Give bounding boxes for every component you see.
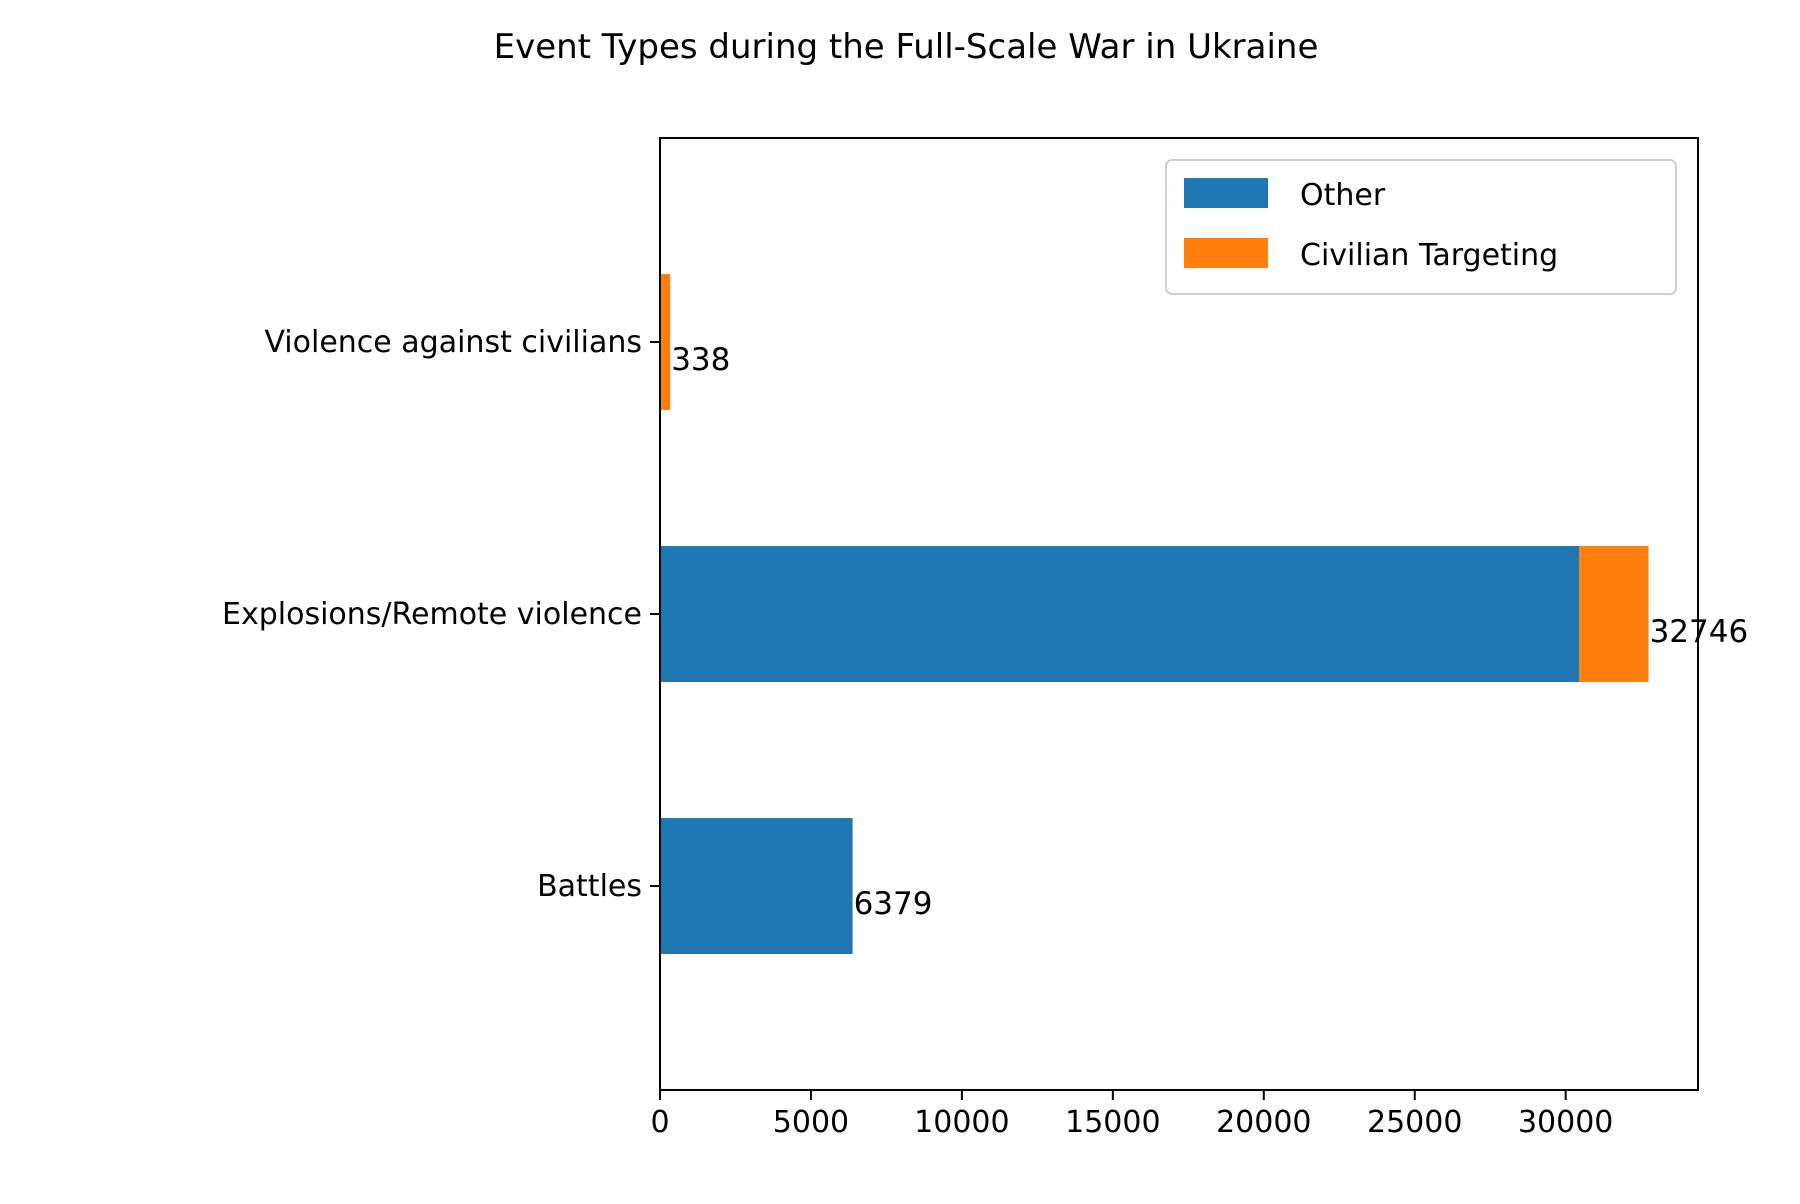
x-tick-label-25000: 25000	[1367, 1105, 1462, 1140]
x-axis: 0 5000 10000 15000 20000 25000 30000	[650, 1090, 1613, 1140]
y-axis: Battles Explosions/Remote violence Violenc…	[222, 325, 660, 904]
x-tick-label-0: 0	[650, 1105, 669, 1140]
legend-swatch-other	[1184, 178, 1268, 208]
x-tick-label-10000: 10000	[914, 1105, 1009, 1140]
bar-violence-against-civilians-civilian-targeting	[660, 274, 671, 410]
chart-title: Event Types during the Full-Scale War in…	[494, 27, 1319, 67]
legend-swatch-civilian-targeting	[1184, 238, 1268, 268]
data-label-battles: 6379	[854, 886, 933, 922]
bar-explosions-remote-violence-civilian-targeting	[1579, 546, 1649, 682]
bar-battles-other	[660, 818, 853, 954]
x-tick-label-5000: 5000	[773, 1105, 849, 1140]
x-tick-label-30000: 30000	[1518, 1105, 1613, 1140]
bar-explosions-remote-violence-other	[660, 546, 1580, 682]
legend: Other Civilian Targeting	[1165, 159, 1677, 295]
x-tick-label-15000: 15000	[1065, 1105, 1160, 1140]
y-tick-label-battles: Battles	[537, 869, 642, 904]
x-tick-label-20000: 20000	[1216, 1105, 1311, 1140]
bars-group	[660, 274, 1649, 954]
y-tick-label-violence-against-civilians: Violence against civilians	[264, 325, 642, 360]
data-label-violence-against-civilians: 338	[671, 342, 730, 378]
y-tick-label-explosions-remote-violence: Explosions/Remote violence	[222, 597, 642, 632]
legend-box	[1165, 159, 1677, 295]
legend-label-civilian-targeting: Civilian Targeting	[1300, 238, 1558, 273]
legend-label-other: Other	[1300, 178, 1386, 213]
